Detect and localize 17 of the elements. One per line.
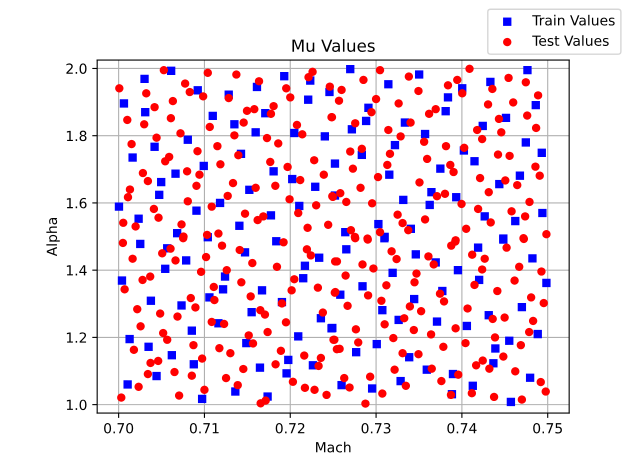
legend-label: Train Values — [532, 14, 615, 26]
legend-label: Test Values — [532, 35, 609, 46]
x-tick-label: 0.70 — [104, 422, 134, 434]
y-tick-label: 1.0 — [66, 400, 87, 410]
x-tick-label: 0.73 — [362, 422, 390, 434]
x-tick-label: 0.74 — [447, 422, 477, 434]
y-tick-label: 1.4 — [66, 265, 87, 276]
y-tick-label: 1.6 — [66, 198, 87, 208]
y-tick-label: 1.2 — [66, 332, 86, 343]
y-axis-title: Alpha — [46, 218, 60, 256]
y-tick-label: 1.8 — [66, 130, 86, 142]
x-tick-label: 0.72 — [276, 422, 304, 434]
chart-title: Mu Values — [292, 39, 375, 52]
x-tick-label: 0.75 — [533, 422, 562, 434]
x-tick-label: 0.71 — [190, 422, 219, 434]
x-axis-title: Mach — [316, 442, 350, 452]
y-tick-label: 2.0 — [66, 63, 87, 74]
